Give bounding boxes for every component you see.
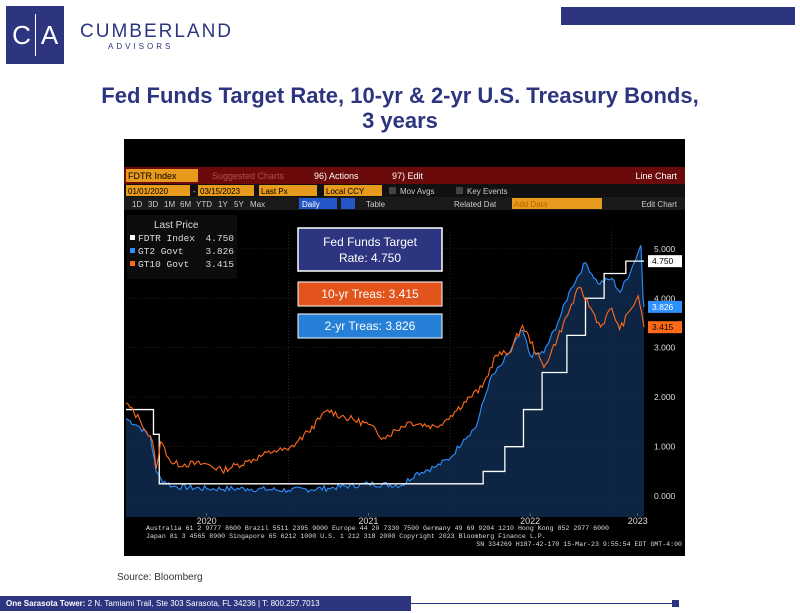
- fed-funds-callout-line2: Rate: 4.750: [339, 251, 401, 265]
- suggested-charts[interactable]: Suggested Charts: [212, 171, 285, 181]
- legend-header: Last Price: [154, 220, 199, 231]
- terminal-footer-line3: SN 334269 H187-42-170 15-Mar-23 9:55:54 …: [476, 541, 682, 548]
- x-tick-label: 2021: [358, 516, 378, 526]
- period-button-6m[interactable]: 6M: [180, 200, 191, 209]
- legend-name-gt10: GT10 Govt: [138, 259, 189, 270]
- legend-name-gt2: GT2 Govt: [138, 246, 184, 257]
- frequency-select[interactable]: [299, 198, 337, 209]
- x-tick-label: 2023: [628, 516, 648, 526]
- fed-funds-callout-line1: Fed Funds Target: [323, 235, 417, 249]
- date-start-field[interactable]: [126, 185, 190, 196]
- legend-box: [127, 215, 237, 279]
- series-line-gt10-govt: [125, 286, 645, 475]
- source-note: Source: Bloomberg: [117, 572, 203, 583]
- ten-yr-callout: [297, 281, 443, 307]
- y-tick-label: 0.000: [654, 491, 676, 501]
- legend-swatch-fdtr: [130, 235, 135, 240]
- edit-chart-button[interactable]: Edit Chart: [641, 200, 677, 209]
- period-button-1m[interactable]: 1M: [164, 200, 175, 209]
- bloomberg-chart: FDTR Index Suggested Charts 96) Actions …: [124, 139, 685, 556]
- date-dash: -: [193, 187, 196, 196]
- field-select[interactable]: [259, 185, 317, 196]
- legend-value-gt10: 3.415: [205, 259, 234, 270]
- last-value-tag: [648, 255, 682, 268]
- mov-avgs-label: Mov Avgs: [400, 187, 435, 196]
- header-accent-bar: [561, 7, 795, 25]
- field-text: Last Px: [261, 187, 288, 196]
- series-area-gt2-govt: [126, 245, 644, 518]
- footer-address: 2 N. Tamiami Trail, Ste 303 Sarasota, FL…: [87, 599, 320, 608]
- frequency-text: Daily: [302, 200, 320, 209]
- series-line-gt2-govt: [125, 245, 645, 494]
- x-axis: 2020 2021 2022 2023: [197, 513, 648, 526]
- currency-select[interactable]: [324, 185, 382, 196]
- key-events-label: Key Events: [467, 187, 507, 196]
- terminal-footer-line2: Japan 81 3 4565 8900 Singapore 65 6212 1…: [146, 533, 546, 540]
- ticker-field[interactable]: [126, 169, 198, 182]
- x-tick-label: 2022: [520, 516, 540, 526]
- last-value-tag: [648, 300, 682, 313]
- last-value-tag: [648, 321, 682, 334]
- logo-letter-c: C: [12, 20, 31, 50]
- mov-avgs-checkbox[interactable]: [389, 187, 396, 194]
- ticker-text: FDTR Index: [128, 171, 177, 181]
- legend-value-gt2: 3.826: [205, 246, 234, 257]
- two-yr-callout: [297, 313, 443, 339]
- date-start: 01/01/2020: [128, 187, 169, 196]
- period-buttons: 1D 3D 1M 6M YTD 1Y 5Y Max: [132, 200, 265, 209]
- last-value-label: 4.750: [652, 256, 674, 266]
- series-layer: [125, 245, 645, 518]
- date-end-field[interactable]: [198, 185, 254, 196]
- add-data-text: Add Data: [514, 200, 548, 209]
- x-tick-label: 2020: [197, 516, 217, 526]
- related-data-button[interactable]: Related Dat: [454, 200, 497, 209]
- period-button-1y[interactable]: 1Y: [218, 200, 228, 209]
- footer-address-bold: One Sarasota Tower:: [6, 599, 86, 608]
- chart-toggle-icon[interactable]: [341, 198, 355, 209]
- y-tick-label: 2.000: [654, 392, 676, 402]
- period-button-1d[interactable]: 1D: [132, 200, 142, 209]
- y-tick-label: 3.000: [654, 343, 676, 353]
- table-button[interactable]: Table: [366, 200, 386, 209]
- brand-name: CUMBERLAND: [80, 21, 234, 42]
- terminal-footer-line1: Australia 61 2 9777 8600 Brazil 5511 239…: [146, 525, 609, 532]
- y-tick-label: 4.000: [654, 293, 676, 303]
- ten-yr-callout-text: 10-yr Treas: 3.415: [321, 287, 419, 301]
- y-tick-label: 1.000: [654, 442, 676, 452]
- last-value-label: 3.415: [652, 322, 674, 332]
- legend-swatch-gt2: [130, 248, 135, 253]
- logo-letter-a: A: [40, 20, 59, 50]
- period-button-ytd[interactable]: YTD: [196, 200, 212, 209]
- y-axis: 0.000 1.000 2.000 3.000 4.000 5.000 4.750 3.826…: [648, 244, 682, 501]
- add-data-field[interactable]: [512, 198, 602, 209]
- logo: C A: [6, 6, 64, 64]
- toolbar-row1: [124, 167, 685, 184]
- brand-subtitle: ADVISORS: [108, 42, 174, 51]
- two-yr-callout-text: 2-yr Treas: 3.826: [325, 319, 416, 333]
- edit-menu[interactable]: 97) Edit: [392, 171, 424, 181]
- currency-text: Local CCY: [326, 187, 365, 196]
- actions-menu[interactable]: 96) Actions: [314, 171, 359, 181]
- legend-swatch-gt10: [130, 261, 135, 266]
- series-line-fdtr-index: [126, 260, 644, 485]
- period-button-max[interactable]: Max: [250, 200, 265, 209]
- chart-type-label: Line Chart: [635, 171, 677, 181]
- period-button-3d[interactable]: 3D: [148, 200, 158, 209]
- y-tick-label: 5.000: [654, 244, 676, 254]
- chart-svg: FDTR Index Suggested Charts 96) Actions …: [124, 167, 685, 548]
- legend-name-fdtr: FDTR Index: [138, 233, 195, 244]
- page-title-line1: Fed Funds Target Rate, 10-yr & 2-yr U.S.…: [101, 83, 699, 108]
- page-title-line2: 3 years: [362, 108, 438, 133]
- last-value-label: 3.826: [652, 302, 674, 312]
- footer-rule: [411, 603, 677, 604]
- period-button-5y[interactable]: 5Y: [234, 200, 244, 209]
- footer-square: [672, 600, 679, 607]
- page-footer: One Sarasota Tower: 2 N. Tamiami Trail, …: [0, 596, 411, 611]
- legend-value-fdtr: 4.750: [205, 233, 234, 244]
- logo-divider: [35, 14, 36, 56]
- fed-funds-callout: [297, 227, 443, 272]
- key-events-checkbox[interactable]: [456, 187, 463, 194]
- date-end: 03/15/2023: [200, 187, 241, 196]
